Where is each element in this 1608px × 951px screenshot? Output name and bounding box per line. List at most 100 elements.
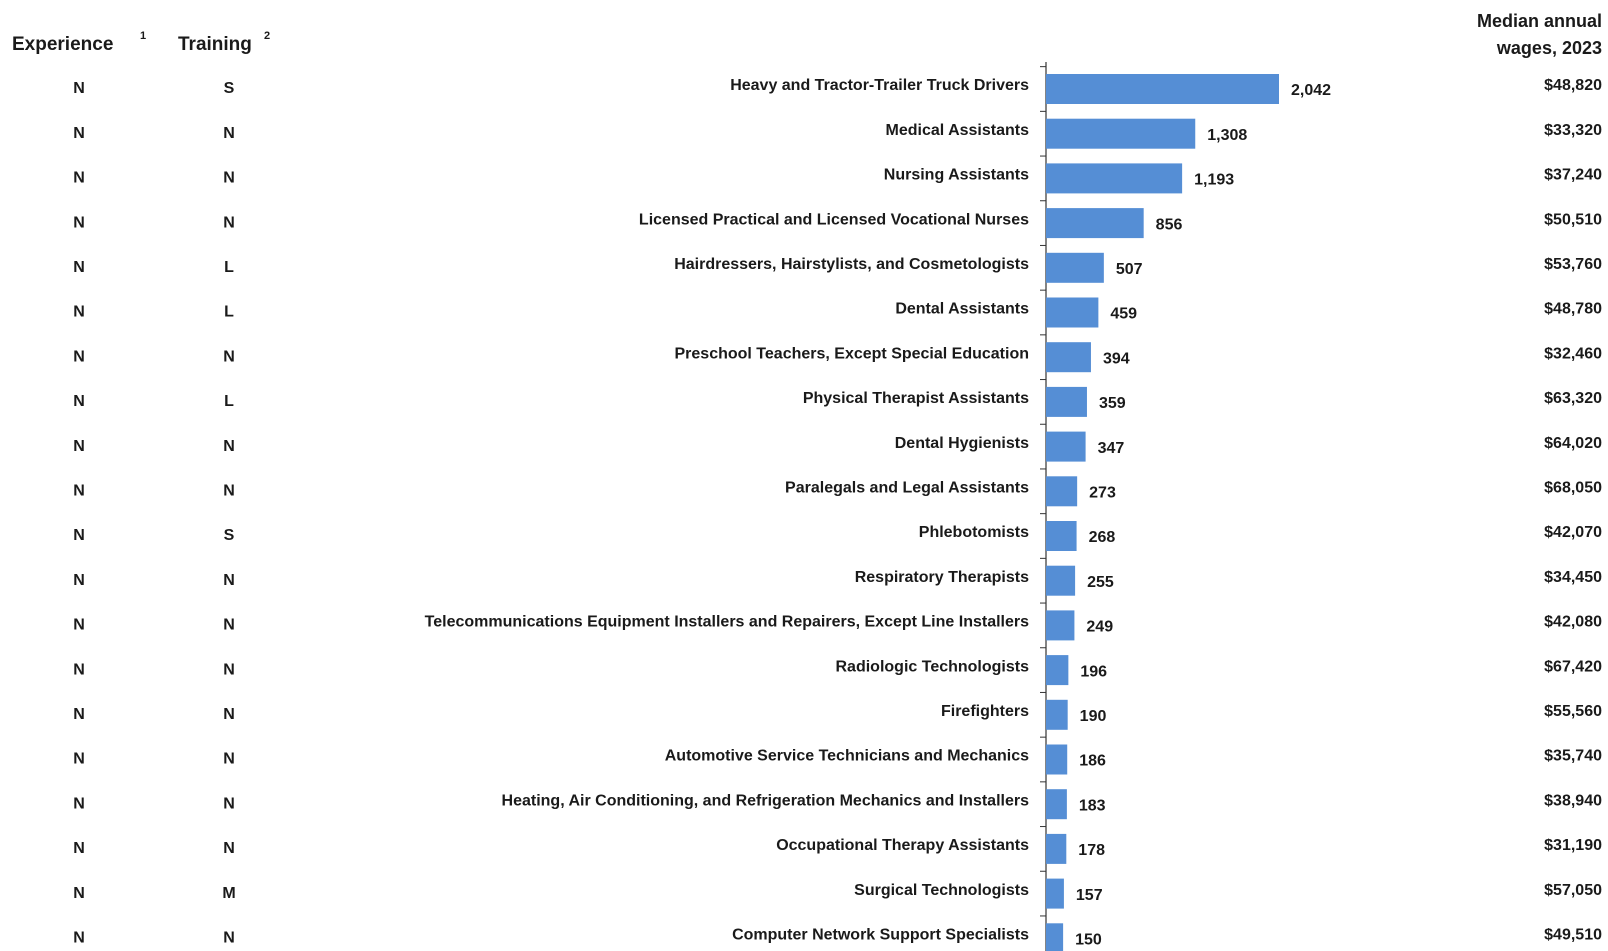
experience-cell: N [73,661,85,678]
training-cell: N [223,795,235,812]
experience-note: 1 [140,30,146,42]
wage-cell: $42,070 [1544,524,1602,541]
training-cell: L [224,393,234,410]
bar [1046,521,1077,551]
training-cell: S [224,527,235,544]
value-label: 268 [1089,529,1116,546]
bar [1046,699,1068,730]
category-label: Paralegals and Legal Assistants [785,480,1029,497]
value-label: 249 [1086,619,1113,636]
bar [1046,208,1144,239]
wage-cell: $34,450 [1544,569,1602,586]
bar [1046,610,1075,641]
value-label: 347 [1098,440,1125,457]
category-label: Heavy and Tractor-Trailer Truck Drivers [730,77,1029,94]
experience-cell: N [73,170,85,187]
bar [1046,431,1086,462]
training-cell: N [223,214,235,231]
wages-header: Median annual wages, 2023 [1476,11,1602,58]
training-cell: N [223,438,235,455]
bar [1046,833,1067,864]
training-cell: S [224,80,235,97]
category-label: Preschool Teachers, Except Special Educa… [675,345,1030,362]
bar [1046,252,1104,283]
training-cell: N [223,661,235,678]
training-cell: N [223,572,235,589]
value-label: 178 [1078,842,1105,859]
wage-cell: $53,760 [1544,256,1602,273]
experience-cell: N [73,885,85,902]
wage-cell: $68,050 [1544,480,1602,497]
value-label: 150 [1075,932,1102,949]
value-label: 273 [1089,485,1116,502]
bar [1046,163,1183,194]
value-label: 1,308 [1207,127,1247,144]
training-cell: N [223,840,235,857]
experience-cell: N [73,80,85,97]
category-label: Radiologic Technologists [836,658,1030,675]
bar [1046,386,1087,417]
category-label: Nursing Assistants [884,167,1029,184]
bar [1046,297,1099,328]
training-cell: N [223,125,235,142]
wage-cell: $37,240 [1544,167,1602,184]
bar [1046,655,1069,686]
category-label: Medical Assistants [886,122,1030,139]
wage-cell: $64,020 [1544,435,1602,452]
training-cell: N [223,483,235,500]
value-label: 186 [1079,753,1106,770]
value-label: 196 [1080,663,1107,680]
category-label: Licensed Practical and Licensed Vocation… [639,211,1029,228]
value-label: 359 [1099,395,1126,412]
experience-cell: N [73,483,85,500]
category-label: Surgical Technologists [854,882,1029,899]
training-cell: L [224,259,234,276]
category-label: Occupational Therapy Assistants [776,837,1029,854]
category-label: Hairdressers, Hairstylists, and Cosmetol… [674,256,1029,273]
value-label: 2,042 [1291,82,1331,99]
training-header: Training [178,34,252,55]
wage-cell: $57,050 [1544,882,1602,899]
wage-cell: $42,080 [1544,614,1602,631]
value-label: 459 [1110,306,1137,323]
category-label: Firefighters [941,703,1029,720]
training-cell: N [223,930,235,947]
value-label: 1,193 [1194,172,1234,189]
experience-cell: N [73,840,85,857]
wage-cell: $35,740 [1544,748,1602,765]
wage-cell: $32,460 [1544,345,1602,362]
experience-cell: N [73,259,85,276]
experience-cell: N [73,438,85,455]
value-label: 856 [1156,216,1183,233]
training-note: 2 [264,30,270,42]
value-label: 190 [1080,708,1107,725]
wage-cell: $48,780 [1544,301,1602,318]
experience-cell: N [73,214,85,231]
experience-cell: N [73,617,85,634]
wage-cell: $38,940 [1544,792,1602,809]
experience-cell: N [73,348,85,365]
wage-cell: $31,190 [1544,837,1602,854]
experience-cell: N [73,572,85,589]
category-label: Respiratory Therapists [855,569,1029,586]
wage-cell: $50,510 [1544,211,1602,228]
training-cell: N [223,706,235,723]
wage-cell: $67,420 [1544,658,1602,675]
category-label: Heating, Air Conditioning, and Refrigera… [502,792,1030,809]
experience-cell: N [73,930,85,947]
experience-cell: N [73,706,85,723]
training-cell: N [223,617,235,634]
category-label: Physical Therapist Assistants [803,390,1029,407]
bar [1046,565,1076,596]
category-label: Computer Network Support Specialists [732,927,1029,944]
experience-cell: N [73,527,85,544]
experience-cell: N [73,751,85,768]
training-cell: N [223,348,235,365]
value-label: 157 [1076,887,1103,904]
training-cell: N [223,751,235,768]
bar [1046,744,1068,775]
category-label: Dental Assistants [895,301,1029,318]
wage-cell: $55,560 [1544,703,1602,720]
value-label: 394 [1103,350,1130,367]
